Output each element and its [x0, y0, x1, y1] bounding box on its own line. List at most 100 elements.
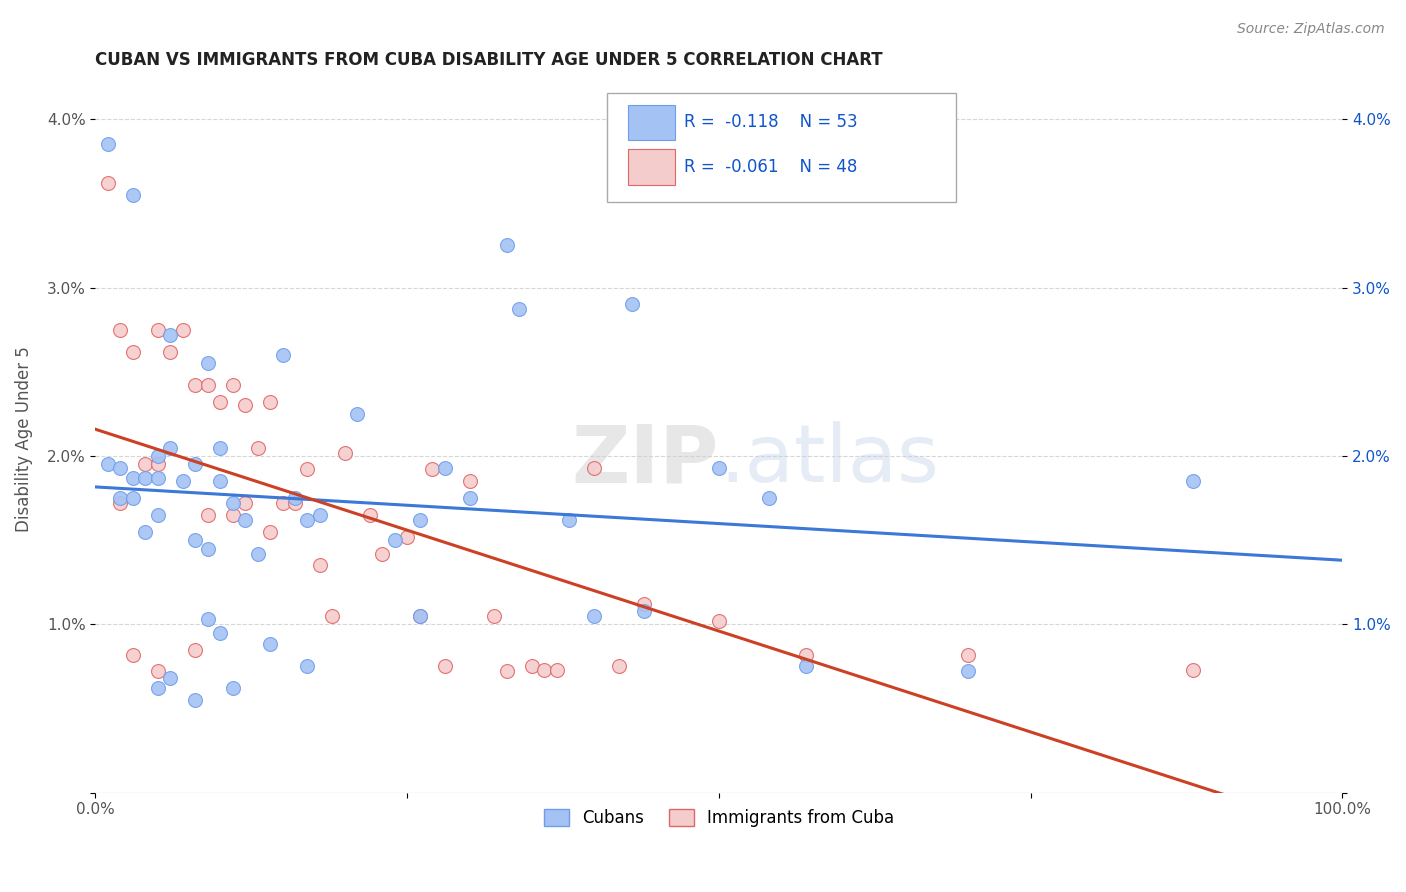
Cubans	[221, 496, 243, 510]
Cubans	[197, 356, 219, 370]
Cubans	[184, 458, 207, 472]
Cubans	[633, 604, 655, 618]
Cubans	[408, 608, 430, 623]
Cubans	[794, 659, 817, 673]
Immigrants from Cuba	[633, 597, 655, 611]
Immigrants from Cuba	[957, 648, 980, 662]
Immigrants from Cuba	[259, 524, 281, 539]
Cubans	[159, 327, 181, 342]
Immigrants from Cuba	[458, 474, 481, 488]
Cubans	[146, 471, 169, 485]
Immigrants from Cuba	[607, 659, 630, 673]
Immigrants from Cuba	[146, 458, 169, 472]
Immigrants from Cuba	[333, 445, 356, 459]
Immigrants from Cuba	[433, 659, 456, 673]
Cubans	[297, 659, 319, 673]
Immigrants from Cuba	[233, 398, 256, 412]
Immigrants from Cuba	[794, 648, 817, 662]
Immigrants from Cuba	[533, 663, 555, 677]
Text: .atlas: .atlas	[718, 421, 939, 500]
Immigrants from Cuba	[246, 441, 269, 455]
Immigrants from Cuba	[97, 176, 120, 190]
Immigrants from Cuba	[146, 323, 169, 337]
Cubans	[159, 671, 181, 685]
Cubans	[1181, 474, 1204, 488]
Cubans	[297, 513, 319, 527]
Text: Source: ZipAtlas.com: Source: ZipAtlas.com	[1237, 22, 1385, 37]
Cubans	[97, 137, 120, 152]
Cubans	[384, 533, 406, 547]
Cubans	[259, 638, 281, 652]
Cubans	[110, 460, 132, 475]
Immigrants from Cuba	[271, 496, 294, 510]
Cubans	[110, 491, 132, 505]
Immigrants from Cuba	[122, 344, 145, 359]
Legend: Cubans, Immigrants from Cuba: Cubans, Immigrants from Cuba	[537, 802, 901, 834]
Immigrants from Cuba	[159, 344, 181, 359]
Immigrants from Cuba	[197, 508, 219, 522]
Cubans	[221, 681, 243, 696]
Cubans	[197, 541, 219, 556]
Immigrants from Cuba	[309, 558, 332, 573]
Immigrants from Cuba	[122, 648, 145, 662]
Immigrants from Cuba	[233, 496, 256, 510]
Immigrants from Cuba	[321, 608, 343, 623]
Cubans	[209, 625, 232, 640]
Immigrants from Cuba	[184, 642, 207, 657]
Cubans	[707, 460, 730, 475]
Cubans	[558, 513, 581, 527]
Cubans	[346, 407, 368, 421]
Cubans	[159, 441, 181, 455]
Immigrants from Cuba	[221, 508, 243, 522]
Immigrants from Cuba	[484, 608, 506, 623]
Immigrants from Cuba	[420, 462, 443, 476]
Cubans	[209, 441, 232, 455]
Cubans	[97, 458, 120, 472]
Cubans	[146, 681, 169, 696]
Immigrants from Cuba	[110, 496, 132, 510]
Immigrants from Cuba	[284, 496, 307, 510]
Cubans	[122, 471, 145, 485]
Immigrants from Cuba	[359, 508, 381, 522]
Cubans	[408, 513, 430, 527]
Immigrants from Cuba	[209, 395, 232, 409]
Cubans	[758, 491, 780, 505]
Cubans	[209, 474, 232, 488]
Immigrants from Cuba	[110, 323, 132, 337]
Immigrants from Cuba	[297, 462, 319, 476]
Cubans	[184, 693, 207, 707]
Cubans	[146, 449, 169, 463]
Immigrants from Cuba	[520, 659, 543, 673]
Cubans	[122, 491, 145, 505]
Immigrants from Cuba	[197, 378, 219, 392]
Immigrants from Cuba	[172, 323, 194, 337]
Cubans	[309, 508, 332, 522]
Immigrants from Cuba	[396, 530, 419, 544]
Immigrants from Cuba	[496, 665, 519, 679]
Cubans	[620, 297, 643, 311]
Cubans	[146, 508, 169, 522]
Immigrants from Cuba	[707, 614, 730, 628]
Immigrants from Cuba	[546, 663, 568, 677]
Cubans	[284, 491, 307, 505]
Immigrants from Cuba	[583, 460, 606, 475]
Cubans	[172, 474, 194, 488]
FancyBboxPatch shape	[607, 93, 956, 202]
FancyBboxPatch shape	[628, 104, 675, 140]
Cubans	[508, 302, 530, 317]
Y-axis label: Disability Age Under 5: Disability Age Under 5	[15, 346, 32, 532]
Cubans	[134, 524, 156, 539]
Immigrants from Cuba	[408, 608, 430, 623]
Immigrants from Cuba	[259, 395, 281, 409]
FancyBboxPatch shape	[628, 149, 675, 185]
Cubans	[134, 471, 156, 485]
Text: ZIP: ZIP	[572, 421, 718, 500]
Immigrants from Cuba	[1181, 663, 1204, 677]
Cubans	[233, 513, 256, 527]
Cubans	[957, 665, 980, 679]
Immigrants from Cuba	[371, 547, 394, 561]
Cubans	[246, 547, 269, 561]
Immigrants from Cuba	[184, 378, 207, 392]
Immigrants from Cuba	[134, 458, 156, 472]
Immigrants from Cuba	[146, 665, 169, 679]
